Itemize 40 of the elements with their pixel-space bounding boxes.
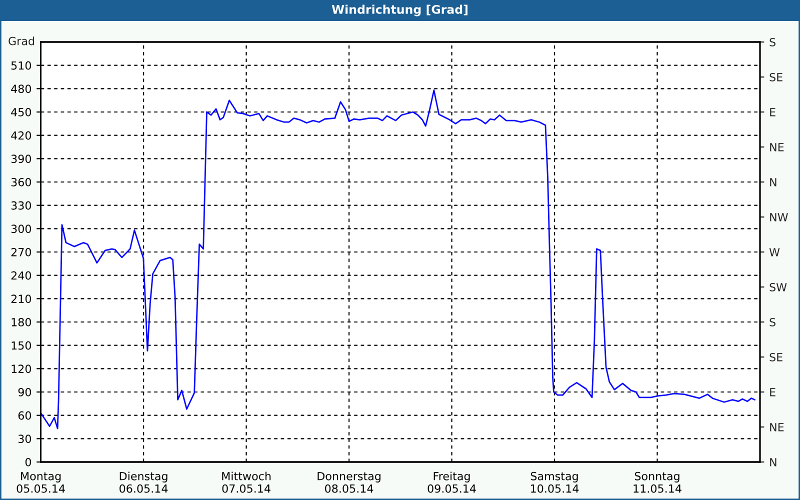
category-label: S (770, 38, 776, 46)
y-tick-label: 300 (11, 224, 32, 234)
y-tick-label: 390 (11, 154, 32, 164)
y-tick-label: 90 (18, 388, 32, 396)
y-tick-label: 150 (12, 341, 32, 350)
x-tick-label: Sonntag 11.05.14 (634, 472, 682, 493)
y-tick-label: 60 (18, 411, 32, 420)
category-label: NE (770, 423, 784, 432)
x-tick-label: Freitag 09.05.14 (428, 472, 476, 493)
y-tick-label: 270 (11, 248, 32, 256)
category-label: S (770, 318, 776, 326)
y-tick-label: 510 (11, 61, 32, 70)
y-tick-label: 180 (12, 318, 32, 326)
chart-title: Windrichtung [Grad] (332, 4, 468, 16)
category-label: N (770, 458, 776, 466)
y-tick-label: 210 (11, 294, 32, 304)
category-label: SE (770, 72, 782, 82)
x-tick-label: Donnerstag 08.05.14 (318, 472, 380, 493)
x-tick-label: Dienstag 06.05.14 (120, 472, 168, 493)
category-label: NW (770, 213, 788, 222)
y-axis-title: Grad (8, 36, 34, 46)
category-label: N (770, 178, 776, 186)
y-tick-label: 0 (25, 458, 32, 466)
y-tick-label: 120 (12, 364, 32, 374)
x-tick-label: Montag 05.05.14 (16, 472, 65, 493)
y-tick-label: 330 (11, 201, 32, 210)
category-label: E (770, 108, 776, 116)
y-tick-label: 420 (11, 131, 32, 140)
y-tick-label: 480 (11, 84, 32, 94)
category-label: NE (770, 143, 784, 152)
x-tick-label: Samstag 10.05.14 (530, 472, 579, 493)
category-label: W (769, 248, 780, 256)
category-label: SW (770, 282, 787, 292)
y-tick-label: 240 (11, 271, 32, 280)
category-label: SE (770, 352, 782, 362)
y-tick-label: 30 (18, 434, 32, 444)
category-label: E (770, 388, 776, 396)
y-tick-label: 360 (11, 178, 32, 186)
x-tick-label: Mittwoch 07.05.14 (222, 472, 271, 493)
y-tick-label: 450 (11, 108, 32, 116)
